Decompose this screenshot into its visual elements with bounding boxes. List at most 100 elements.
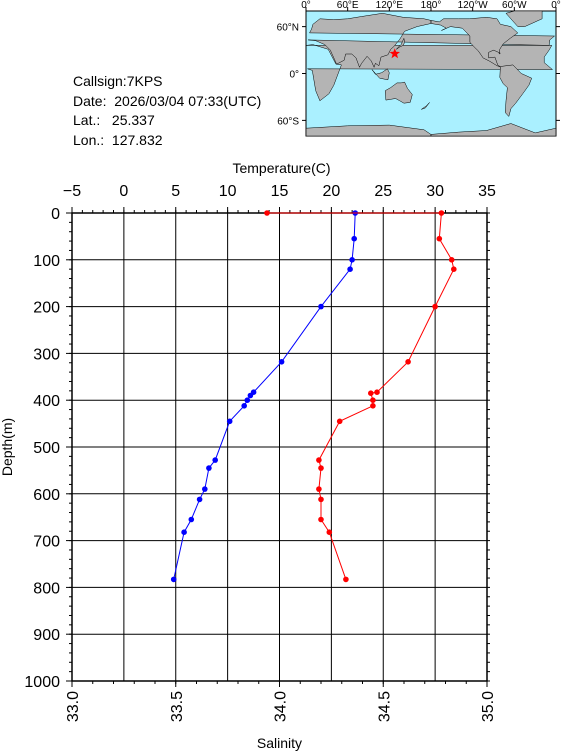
station-info: Callsign:7KPS Date: 2026/03/04 07:33(UTC… <box>73 72 261 150</box>
land-north-america <box>430 17 519 68</box>
map-lon-label: 0° <box>551 0 561 11</box>
depth-tick-label: 200 <box>33 300 60 317</box>
salinity-point <box>370 403 376 409</box>
series-layer <box>170 210 457 583</box>
salinity-point <box>432 303 438 310</box>
lon-row: Lon.: 127.832 <box>73 131 261 151</box>
salinity-tick-label: 34.5 <box>376 691 393 722</box>
callsign-row: Callsign:7KPS <box>73 72 261 92</box>
temperature-tick-label: −5 <box>63 183 81 200</box>
lat-row: Lat.: 25.337 <box>73 111 261 131</box>
labels-layer: −5 0 5 10 15 20 25 30 35010020030040050060070080… <box>0 160 497 751</box>
map-lat-label: 60°N <box>277 23 299 34</box>
land-south-america <box>499 64 533 118</box>
lat-label: Lat.: <box>73 112 101 128</box>
minor-ticks <box>69 210 490 684</box>
depth-axis-title: Depth(m) <box>0 418 15 476</box>
depth-tick-label: 400 <box>33 393 60 410</box>
grid-layer <box>66 207 488 687</box>
temperature-point <box>188 516 195 523</box>
temperature-tick-label: 0 <box>119 183 128 200</box>
temperature-point <box>244 397 251 404</box>
depth-tick-label: 1000 <box>24 674 60 691</box>
salinity-point <box>374 389 380 396</box>
salinity-point <box>316 457 322 463</box>
callsign-label: Callsign: <box>73 73 127 89</box>
map-lon-label: 120°E <box>376 0 404 11</box>
callsign-value: 7KPS <box>126 73 163 89</box>
salinity-point <box>368 390 374 397</box>
map-lon-label: 180° <box>421 0 442 11</box>
depth-tick-label: 100 <box>33 253 60 270</box>
land-eurasia <box>308 13 556 68</box>
temperature-point <box>347 266 353 273</box>
salinity-tick-label: 33.0 <box>65 691 82 722</box>
salinity-point <box>448 257 455 263</box>
temperature-point <box>278 359 285 365</box>
map-lon-label: 120°W <box>458 0 489 11</box>
station-marker <box>389 48 400 59</box>
temperature-point <box>202 486 208 492</box>
depth-tick-label: 300 <box>33 346 60 363</box>
land-japan <box>396 37 405 50</box>
land-antarctica-east <box>305 124 432 137</box>
salinity-point <box>316 486 322 492</box>
salinity-point <box>264 210 270 216</box>
salinity-tick-label: 34.0 <box>273 691 290 722</box>
temperature-point <box>241 403 247 409</box>
temperature-point <box>247 392 254 399</box>
map-group: 0° 60°E 120°E 180° 120°W 60°W 0° 60°N 0° 60°S <box>277 0 561 137</box>
salinity-axis-title: Salinity <box>257 735 302 751</box>
map-lat-label: 0° <box>289 70 299 81</box>
temperature-tick-label: 20 <box>322 183 340 200</box>
salinity-point <box>318 496 324 503</box>
land-antarctica-west <box>430 123 557 137</box>
salinity-point <box>343 576 349 583</box>
map-lat-label: 60°S <box>277 116 299 127</box>
land-indonesia <box>371 68 390 81</box>
map-lon-label: 60°W <box>502 0 527 11</box>
salinity-point <box>370 397 376 404</box>
salinity-point <box>336 418 343 425</box>
temperature-point <box>318 303 324 310</box>
land-greenland <box>505 10 543 27</box>
depth-tick-label: 800 <box>33 580 60 597</box>
date-label: Date: <box>73 92 107 109</box>
date-row: Date: 2026/03/04 07:33(UTC) <box>73 92 261 112</box>
depth-tick-label: 0 <box>51 206 60 223</box>
depth-tick-label: 700 <box>33 534 60 551</box>
temperature-tick-label: 30 <box>426 183 444 200</box>
land-new-zealand <box>421 102 430 110</box>
lon-value: 127.832 <box>111 131 163 148</box>
temperature-point <box>196 496 203 503</box>
temperature-tick-label: 15 <box>271 183 289 200</box>
salinity-line <box>267 212 455 580</box>
salinity-point <box>318 465 324 471</box>
temperature-point <box>181 529 187 535</box>
lon-label: Lon.: <box>73 131 105 148</box>
depth-tick-label: 500 <box>33 440 60 457</box>
depth-tick-label: 600 <box>33 487 60 504</box>
salinity-tick-label: 33.5 <box>169 691 186 722</box>
depth-tick-label: 900 <box>33 627 60 644</box>
temperature-point <box>349 257 355 263</box>
temperature-tick-label: 35 <box>478 183 496 200</box>
salinity-point <box>405 359 411 365</box>
salinity-point <box>438 210 445 216</box>
temperature-point <box>351 235 358 242</box>
map-lon-label: 60°E <box>337 0 359 11</box>
temperature-point <box>170 576 177 583</box>
temperature-line <box>173 212 356 580</box>
lat-value: 25.337 <box>111 112 155 128</box>
temperature-tick-label: 25 <box>374 183 392 200</box>
land-australia <box>384 81 413 104</box>
map-lon-label: 0° <box>301 0 311 11</box>
temperature-point <box>206 465 212 471</box>
salinity-point <box>436 235 443 242</box>
salinity-tick-label: 35.0 <box>480 691 497 722</box>
date-value: 2026/03/04 07:33(UTC) <box>114 92 262 109</box>
salinity-point <box>318 516 324 523</box>
temperature-axis-title: Temperature(C) <box>232 160 330 176</box>
